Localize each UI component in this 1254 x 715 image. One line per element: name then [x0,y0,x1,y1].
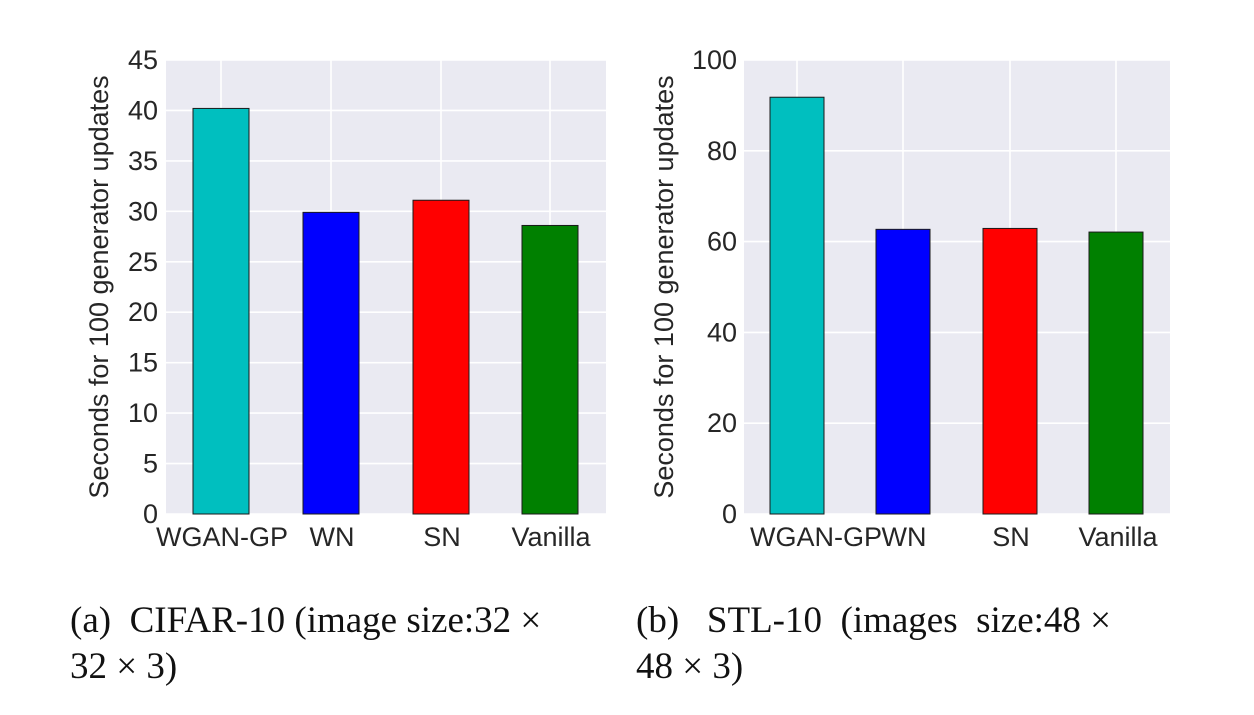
x-tick-label: Vanilla [511,522,591,552]
chart-panel-a: 0 5 10 15 20 25 30 35 40 45 WGAN-GP WN SN Vanilla Seco… [84,45,606,552]
y-tick-label: 40 [707,317,737,347]
x-tick-label: WN [882,522,927,552]
y-tick-label: 0 [722,499,737,529]
y-tick-label: 0 [143,499,158,529]
y-tick-label: 30 [128,196,158,226]
caption-a-line-2: 32 × 3) [70,646,178,687]
x-tick-label: Vanilla [1078,522,1158,552]
y-tick-label: 60 [707,227,737,257]
y-tick-label: 20 [128,297,158,327]
y-tick-label: 25 [128,247,158,277]
caption-b-line-1: (b) STL-10 (images size:48 × [636,600,1112,641]
y-tick-label: 5 [143,449,158,479]
x-tick-label: WN [310,522,355,552]
bar-vanilla [1088,231,1144,515]
bar-wn [302,211,360,515]
caption-a-line-1: (a) CIFAR-10 (image size:32 × [70,600,542,641]
x-tick-label: WGAN-GP [156,522,288,552]
bar-wgan-gp [769,96,825,515]
bar-vanilla [521,224,579,515]
chart-panel-b: 0 20 40 60 80 100 WGAN-GP WN SN Vanilla Seconds fo… [649,45,1170,552]
y-tick-label: 45 [128,45,158,75]
y-axis-label: Seconds for 100 generator updates [84,75,114,498]
x-tick-label: SN [992,522,1030,552]
bar-wgan-gp [192,107,250,515]
y-tick-label: 35 [128,146,158,176]
y-tick-label: 15 [128,348,158,378]
caption-b: (b) STL-10 (images size:48 × 48 × 3) [636,598,1196,690]
bar-sn [412,199,470,515]
x-tick-label: WGAN-GP [750,522,882,552]
y-tick-label: 100 [692,45,737,75]
y-tick-label: 80 [707,136,737,166]
bar-wn [875,228,931,515]
caption-a: (a) CIFAR-10 (image size:32 × 32 × 3) [70,598,630,690]
y-tick-label: 10 [128,398,158,428]
caption-b-line-2: 48 × 3) [636,646,744,687]
y-tick-label: 20 [707,408,737,438]
bar-sn [982,227,1038,515]
y-axis-label: Seconds for 100 generator updates [649,75,679,498]
x-tick-label: SN [423,522,461,552]
y-tick-label: 40 [128,95,158,125]
